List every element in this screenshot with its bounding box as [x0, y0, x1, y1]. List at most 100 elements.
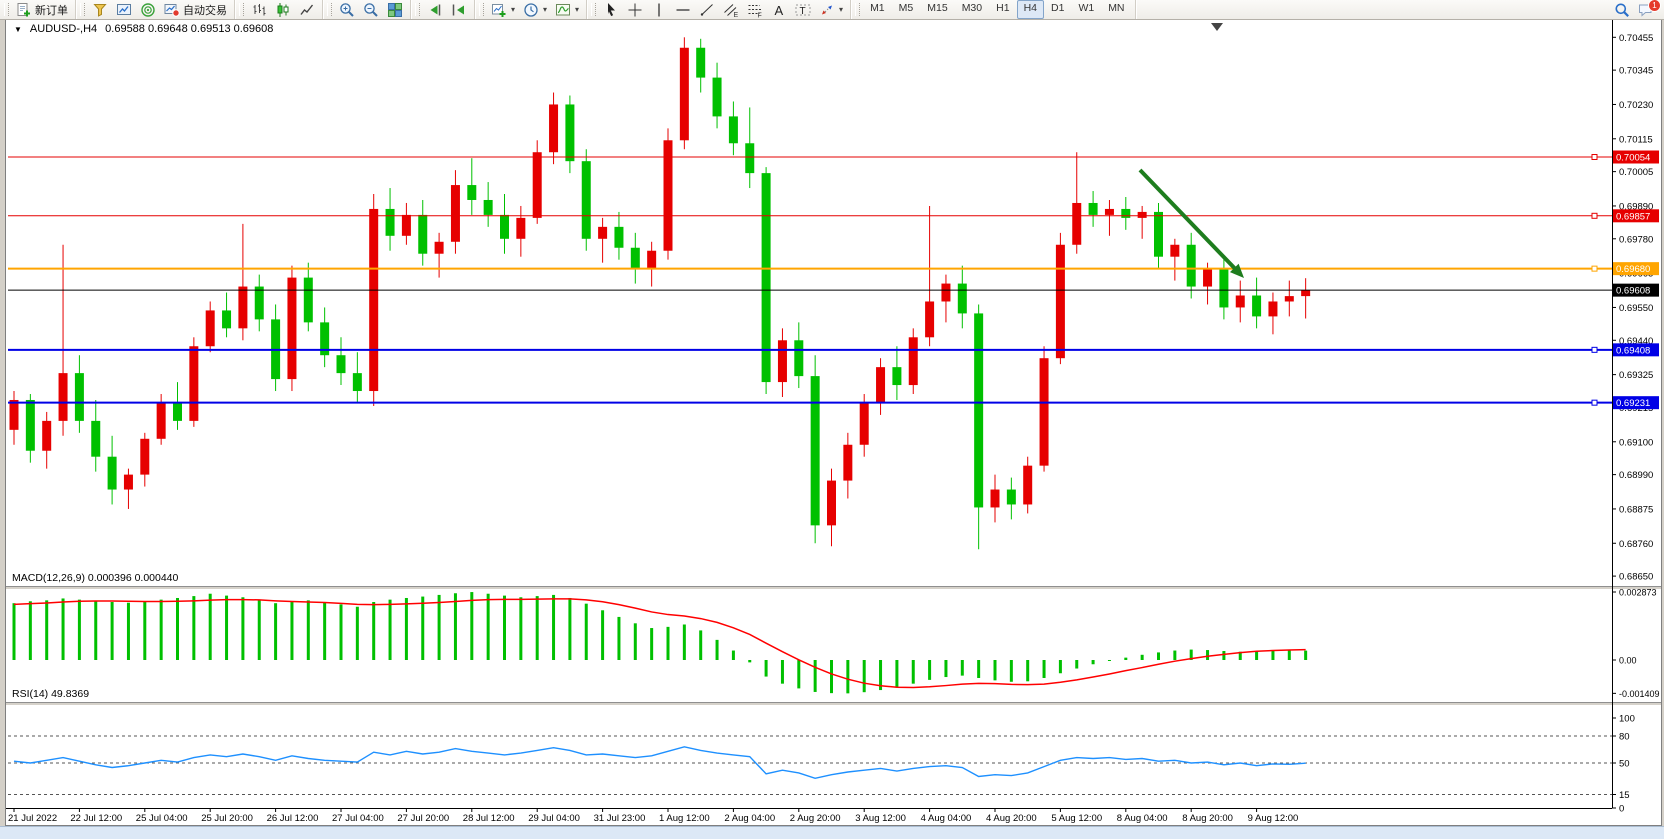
svg-text:5 Aug 12:00: 5 Aug 12:00: [1051, 813, 1102, 824]
hline-handle[interactable]: [1591, 399, 1598, 406]
chart-window[interactable]: 0.70455 0.70345 0.70230 0.70115 0.70005 0.698…: [5, 19, 1662, 826]
macd-bar: [895, 660, 899, 687]
crosshair-tool-button[interactable]: [623, 0, 647, 19]
macd-bar: [257, 599, 261, 660]
svg-text:4 Aug 20:00: 4 Aug 20:00: [986, 813, 1037, 824]
candle: [107, 456, 117, 490]
zoom-out-button[interactable]: [359, 0, 383, 19]
timeframe-button-w1[interactable]: W1: [1078, 2, 1095, 14]
hline-icon: [675, 2, 691, 18]
panel-separator[interactable]: [6, 586, 1661, 590]
profiles-button[interactable]: ▾: [519, 0, 551, 19]
dropdown-caret-icon[interactable]: ▾: [839, 5, 844, 14]
candle: [843, 444, 853, 481]
price-axis[interactable]: 0.70455 0.70345 0.70230 0.70115 0.70005 0.698…: [1612, 33, 1653, 583]
dropdown-caret-icon[interactable]: ▾: [511, 5, 516, 14]
hline-handle[interactable]: [1591, 346, 1598, 353]
navigator-button[interactable]: [136, 0, 160, 19]
candle: [1235, 295, 1245, 308]
chart-shift-button[interactable]: [447, 0, 471, 19]
svg-text:0.002873: 0.002873: [1619, 587, 1657, 597]
macd-bar: [290, 601, 294, 660]
trendline-tool-button[interactable]: [695, 0, 719, 19]
svg-text:31 Jul 23:00: 31 Jul 23:00: [594, 813, 646, 824]
tile-windows-button[interactable]: [383, 0, 407, 19]
fibonacci-tool-button[interactable]: F: [743, 0, 767, 19]
new-order-button[interactable]: 新订单: [12, 0, 72, 19]
timeframe-button-m30[interactable]: M30: [961, 2, 983, 14]
macd-bar: [1140, 654, 1144, 660]
svg-text:22 Jul 12:00: 22 Jul 12:00: [70, 813, 122, 824]
macd-bar: [323, 602, 327, 660]
vertical-line-tool-button[interactable]: [647, 0, 671, 19]
indicators-button[interactable]: ▾: [551, 0, 583, 19]
svg-text:80: 80: [1619, 732, 1630, 743]
price-label-badge: [1613, 396, 1659, 410]
candle: [614, 226, 624, 248]
macd-bar: [699, 630, 703, 660]
candle: [401, 214, 411, 236]
macd-bar: [682, 624, 686, 660]
timeframe-button-m15[interactable]: M15: [927, 2, 948, 14]
autotrade-button-label: 自动交易: [183, 4, 227, 17]
candle: [908, 337, 918, 386]
candle: [1023, 465, 1033, 505]
trend-arrow[interactable]: [1138, 168, 1239, 273]
candle: [892, 367, 902, 386]
price-label-badge: [1613, 343, 1659, 357]
search-button[interactable]: [1610, 0, 1634, 19]
macd-bar: [1271, 650, 1275, 660]
macd-bar: [1075, 660, 1079, 669]
timeframe-button-mn[interactable]: MN: [1108, 2, 1125, 14]
new-order-icon: [16, 2, 32, 18]
toolbar-grip: [591, 3, 597, 16]
autotrade-button[interactable]: 自动交易: [160, 0, 231, 19]
arrows-tool-button[interactable]: ▾: [815, 0, 847, 19]
line-chart-button[interactable]: [295, 0, 319, 19]
data-window-button[interactable]: [112, 0, 136, 19]
price-label-badge: [1613, 150, 1659, 164]
candle: [385, 208, 395, 236]
horizontal-line-tool-button[interactable]: [671, 0, 695, 19]
text-tool-button[interactable]: A: [767, 0, 791, 19]
candle: [794, 340, 804, 377]
timeframe-button-m5[interactable]: M5: [898, 2, 914, 14]
new-chart-button[interactable]: ▾: [487, 0, 519, 19]
rsi-panel: 100 80 50 15 0: [8, 714, 1635, 815]
text-label-tool-button[interactable]: T: [791, 0, 815, 19]
hline-handle[interactable]: [1591, 212, 1598, 219]
timeframe-button-d1[interactable]: D1: [1051, 2, 1065, 14]
zoom-in-button[interactable]: [335, 0, 359, 19]
equidistant-channel-tool-button[interactable]: E: [719, 0, 743, 19]
cursor-tool-button[interactable]: [599, 0, 623, 19]
macd-bar: [45, 600, 49, 660]
dropdown-caret-icon[interactable]: ▾: [543, 5, 548, 14]
auto-scroll-button[interactable]: [423, 0, 447, 19]
channel-icon: E: [723, 2, 739, 18]
timeframe-toolbar: M1 M5 M15 M30 H1 H4 D1 W1 MN: [851, 0, 1136, 19]
symbol-dropdown-icon[interactable]: ▼: [14, 24, 22, 34]
timeframe-button-h1[interactable]: H1: [996, 2, 1010, 14]
candle: [630, 247, 640, 269]
timeframe-button-m1[interactable]: M1: [870, 2, 885, 14]
candle: [925, 301, 935, 338]
chat-button[interactable]: 1: [1634, 0, 1661, 19]
candle: [663, 140, 673, 251]
dropdown-caret-icon[interactable]: ▾: [575, 5, 580, 14]
bar-chart-button[interactable]: [247, 0, 271, 19]
hline-handle[interactable]: [1591, 265, 1598, 272]
chart-shift-marker[interactable]: [1211, 23, 1223, 31]
market-watch-button[interactable]: [88, 0, 112, 19]
panel-separator[interactable]: [6, 702, 1661, 706]
svg-text:T: T: [800, 6, 806, 17]
price-chart[interactable]: 0.70455 0.70345 0.70230 0.70115 0.70005 0.698…: [6, 20, 1661, 825]
candlestick-button[interactable]: [271, 0, 295, 19]
hline-handle[interactable]: [1591, 154, 1598, 160]
candle: [254, 286, 264, 320]
macd-bar: [780, 660, 784, 684]
timeframe-button-h4[interactable]: H4: [1016, 0, 1044, 19]
macd-bar: [552, 594, 556, 660]
candle: [25, 399, 35, 451]
time-axis[interactable]: 21 Jul 2022 22 Jul 12:00 25 Jul 04:00 25 Ju…: [8, 808, 1298, 824]
toolbar-group-3: [323, 0, 411, 19]
